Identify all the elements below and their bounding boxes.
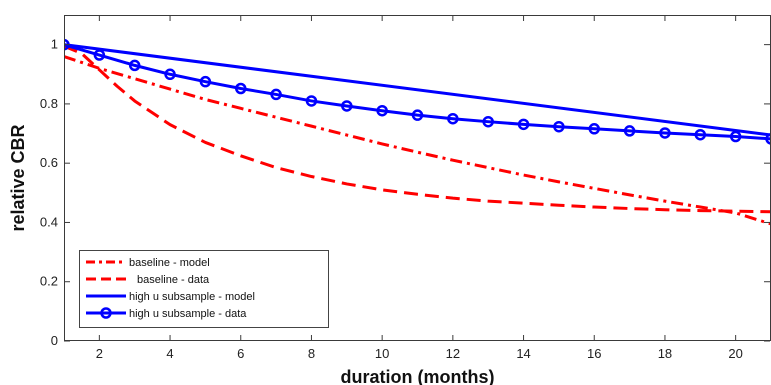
data-point [623, 125, 636, 137]
series-line-3 [64, 43, 771, 137]
x-tick-label: 14 [516, 346, 530, 361]
data-point [93, 49, 106, 61]
legend-label-1: baseline - model [129, 257, 210, 269]
x-axis-title: duration (months) [341, 367, 495, 385]
data-point [164, 68, 176, 81]
data-point [694, 128, 707, 141]
legend-label-4: high u subsample - data [129, 308, 247, 320]
data-point [659, 127, 671, 139]
series-layer [64, 38, 771, 226]
data-point [553, 120, 565, 133]
y-axis-ticks: 0 0.2 0.4 0.6 0.8 1 [40, 37, 770, 348]
y-tick-label: 0.6 [40, 155, 58, 170]
data-point [447, 112, 459, 125]
data-point [270, 88, 282, 101]
data-point [729, 130, 742, 143]
legend-label-3: high u subsample - model [129, 291, 255, 303]
data-point [588, 123, 600, 135]
y-tick-label: 1 [51, 37, 58, 52]
series-line-1 [64, 55, 771, 226]
legend: baseline - model baseline - data high u su… [79, 250, 329, 328]
x-axis-ticks: 2 4 6 8 10 12 14 16 18 20 [96, 15, 743, 361]
series-line-2 [64, 44, 771, 214]
x-tick-label: 10 [375, 346, 389, 361]
data-point [199, 75, 212, 88]
data-point [765, 133, 771, 145]
x-tick-label: 2 [96, 346, 103, 361]
x-tick-label: 4 [166, 346, 173, 361]
data-point [482, 115, 494, 128]
y-axis-title: relative CBR [8, 124, 28, 231]
data-point [235, 82, 247, 95]
data-point [376, 104, 388, 117]
x-tick-label: 20 [728, 346, 742, 361]
series-line-4 [64, 43, 771, 141]
x-tick-label: 12 [446, 346, 460, 361]
x-tick-label: 18 [658, 346, 672, 361]
x-tick-label: 6 [237, 346, 244, 361]
legend-marker [100, 307, 112, 319]
x-tick-label: 16 [587, 346, 601, 361]
legend-label-2: baseline - data [137, 274, 210, 286]
y-tick-label: 0.4 [40, 214, 58, 229]
y-tick-label: 0.8 [40, 96, 58, 111]
data-point [305, 95, 318, 107]
data-point [517, 118, 530, 131]
data-point [411, 109, 424, 121]
x-tick-label: 8 [308, 346, 315, 361]
y-tick-label: 0.2 [40, 274, 58, 289]
y-tick-label: 0 [51, 333, 58, 348]
data-point [341, 100, 353, 112]
data-point [128, 59, 141, 72]
